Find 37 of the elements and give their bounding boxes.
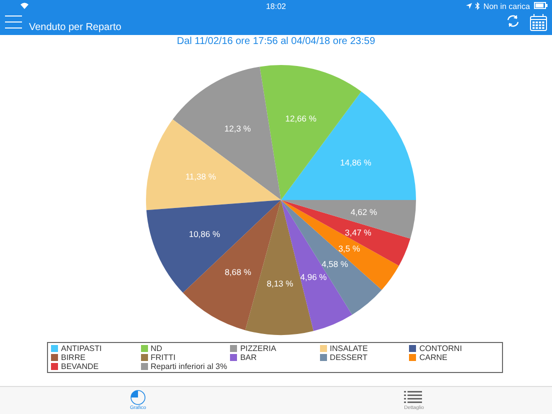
legend-label: CONTORNI: [419, 344, 462, 353]
legend-label: INSALATE: [330, 344, 368, 353]
data-label: 10,86 %: [188, 228, 220, 239]
data-label: 4,58 %: [322, 259, 349, 270]
pie-slice: [146, 200, 281, 293]
chart-subtitle: Venduto per Reparto: [29, 22, 122, 33]
legend-label: CARNE: [419, 353, 448, 362]
data-label: 11,38 %: [185, 172, 216, 182]
legend-label: BAR: [240, 353, 257, 362]
data-label: 14,86 %: [340, 157, 372, 168]
legend-label: PIZZERIA: [240, 344, 276, 353]
data-label: 12,3 %: [224, 123, 252, 134]
pie-slice: [172, 66, 281, 200]
text: 18:02: [266, 2, 286, 11]
pie-slice: [281, 200, 399, 290]
legend-label: Reparti inferiori al 3%: [150, 362, 228, 371]
legend-label: FRITTI: [150, 353, 176, 362]
legend-label: BEVANDE: [61, 362, 99, 371]
pie-slice: [281, 200, 382, 315]
legend-label: BIRRE: [61, 353, 86, 362]
chart-title: Dal 11/02/16 ore 17:56 al 04/04/18 ore 23:59: [176, 36, 376, 47]
data-label: 8,13 %: [266, 278, 294, 289]
legend-label: ND: [150, 344, 162, 353]
data-label: 4,62 %: [350, 207, 378, 218]
data-label: 4,96 %: [300, 272, 328, 282]
pie-slice: [281, 200, 416, 239]
data-label: 12,66 %: [285, 114, 317, 124]
legend-label: DESSERT: [330, 353, 368, 362]
pie-slice: [281, 91, 416, 200]
pie-slice: [260, 65, 362, 200]
data-label: 3,5 %: [338, 244, 361, 254]
text: Non in carica: [483, 2, 530, 11]
pie-slice: [146, 119, 281, 210]
data-label: 3,47 %: [344, 228, 372, 238]
data-label: 8,68 %: [224, 266, 252, 277]
pie-slice: [182, 200, 281, 330]
legend-label: ANTIPASTI: [61, 344, 102, 353]
